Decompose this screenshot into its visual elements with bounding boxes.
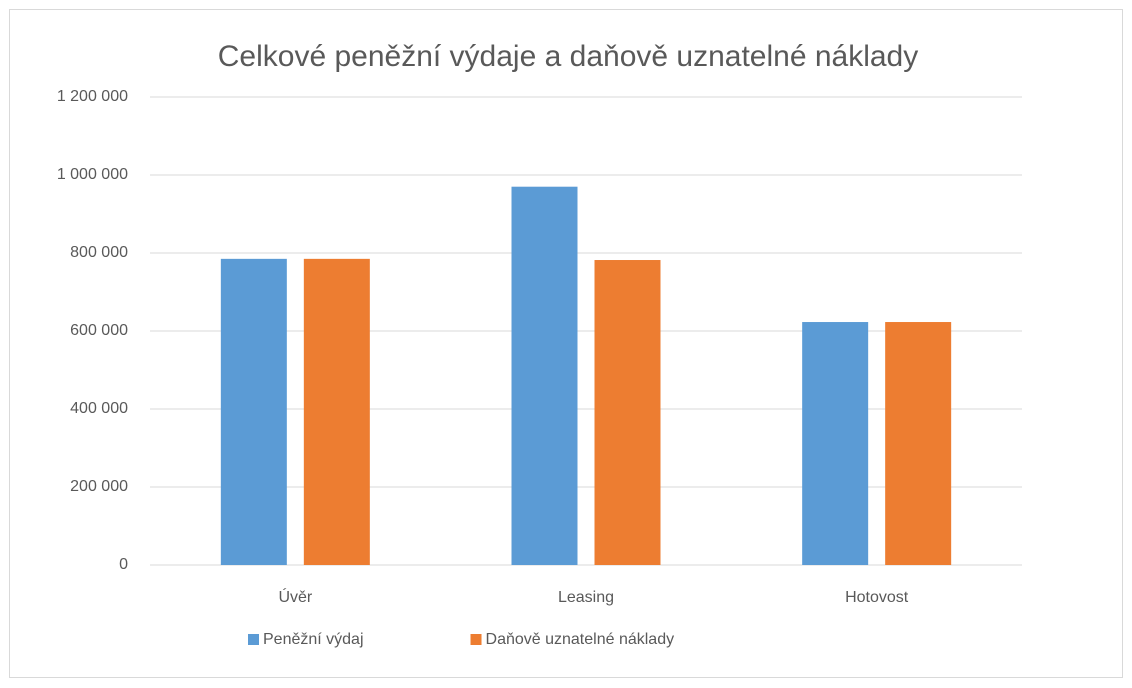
y-tick-label: 1 200 000 xyxy=(57,88,128,105)
chart-title: Celkové peněžní výdaje a daňově uznateln… xyxy=(218,40,919,73)
legend-swatch xyxy=(248,634,259,645)
y-tick-label: 1 000 000 xyxy=(57,166,128,183)
bar xyxy=(303,258,370,565)
x-tick-label: Leasing xyxy=(558,589,614,606)
y-tick-label: 400 000 xyxy=(70,400,128,417)
bar xyxy=(594,260,661,565)
bar xyxy=(885,322,952,565)
legend-label: Daňově uznatelné náklady xyxy=(486,631,675,648)
legend-swatch xyxy=(470,634,482,645)
x-tick-label: Hotovost xyxy=(845,589,909,606)
bar xyxy=(802,322,869,565)
legend-label: Peněžní výdaj xyxy=(263,631,364,648)
bar xyxy=(220,258,287,565)
y-tick-label: 800 000 xyxy=(70,244,128,261)
x-tick-label: Úvěr xyxy=(278,587,312,606)
bar xyxy=(511,186,578,565)
y-tick-label: 200 000 xyxy=(70,478,128,495)
y-tick-label: 0 xyxy=(119,556,128,573)
y-tick-label: 600 000 xyxy=(70,322,128,339)
